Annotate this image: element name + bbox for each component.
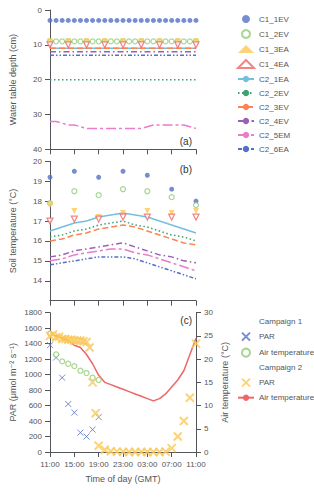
svg-text:1800: 1800 [24, 308, 42, 317]
svg-text:C1_3EA: C1_3EA [259, 45, 289, 54]
svg-text:400: 400 [29, 417, 43, 426]
svg-text:1400: 1400 [24, 339, 42, 348]
svg-text:C2_4EV: C2_4EV [259, 117, 289, 126]
svg-text:(b): (b) [180, 164, 192, 175]
svg-text:600: 600 [29, 401, 43, 410]
svg-text:07:00: 07:00 [162, 460, 183, 469]
svg-text:19: 19 [33, 177, 42, 186]
svg-text:800: 800 [29, 386, 43, 395]
svg-text:16: 16 [33, 236, 42, 245]
svg-text:15:00: 15:00 [64, 460, 85, 469]
svg-text:20: 20 [204, 355, 213, 364]
svg-text:30: 30 [33, 110, 42, 119]
svg-text:1200: 1200 [24, 355, 42, 364]
svg-text:C2_2EV: C2_2EV [259, 89, 289, 98]
svg-text:10: 10 [33, 40, 42, 49]
svg-text:30: 30 [204, 308, 213, 317]
svg-text:C2_3EV: C2_3EV [259, 103, 289, 112]
svg-text:PAR: PAR [259, 378, 275, 387]
svg-text:18: 18 [33, 197, 42, 206]
svg-text:03:00: 03:00 [137, 460, 158, 469]
svg-text:15: 15 [204, 378, 213, 387]
svg-text:0: 0 [204, 448, 209, 457]
svg-text:Campaign 1: Campaign 1 [259, 317, 303, 326]
svg-text:Campaign 2: Campaign 2 [259, 363, 303, 372]
svg-text:25: 25 [204, 331, 213, 340]
svg-text:C1_4EA: C1_4EA [259, 60, 289, 69]
svg-text:11:00: 11:00 [40, 460, 60, 469]
svg-text:PAR (μmol m⁻² s⁻¹): PAR (μmol m⁻² s⁻¹) [8, 343, 18, 422]
svg-text:14: 14 [33, 276, 42, 285]
svg-text:(c): (c) [180, 315, 192, 326]
svg-text:40: 40 [33, 145, 42, 154]
svg-text:11:00: 11:00 [186, 460, 206, 469]
svg-text:C2_6EA: C2_6EA [259, 145, 289, 154]
svg-text:Soil temperature (°C): Soil temperature (°C) [8, 189, 18, 274]
svg-text:5: 5 [204, 424, 209, 433]
svg-text:10: 10 [204, 401, 213, 410]
svg-text:0: 0 [38, 6, 43, 15]
svg-text:19:00: 19:00 [89, 460, 110, 469]
svg-text:C1_1EV: C1_1EV [259, 15, 289, 24]
svg-text:Air temperature: Air temperature [259, 393, 314, 402]
svg-text:23:00: 23:00 [113, 460, 134, 469]
svg-text:17: 17 [33, 217, 42, 226]
svg-text:200: 200 [29, 432, 43, 441]
svg-text:15: 15 [33, 256, 42, 265]
svg-text:Air temperature: Air temperature [259, 348, 314, 357]
svg-text:C1_2EV: C1_2EV [259, 30, 289, 39]
svg-text:1600: 1600 [24, 324, 42, 333]
svg-text:Air temperature (°C): Air temperature (°C) [220, 342, 230, 423]
svg-text:0: 0 [38, 448, 43, 457]
svg-text:Water table depth (cm): Water table depth (cm) [8, 34, 18, 125]
svg-text:PAR: PAR [259, 332, 275, 341]
svg-text:1000: 1000 [24, 370, 42, 379]
svg-text:C2_5EM: C2_5EM [259, 131, 290, 140]
svg-text:(a): (a) [180, 136, 192, 147]
svg-text:20: 20 [33, 157, 42, 166]
svg-text:Time of day (GMT): Time of day (GMT) [85, 474, 160, 484]
svg-text:20: 20 [33, 75, 42, 84]
svg-text:C2_1EA: C2_1EA [259, 75, 289, 84]
